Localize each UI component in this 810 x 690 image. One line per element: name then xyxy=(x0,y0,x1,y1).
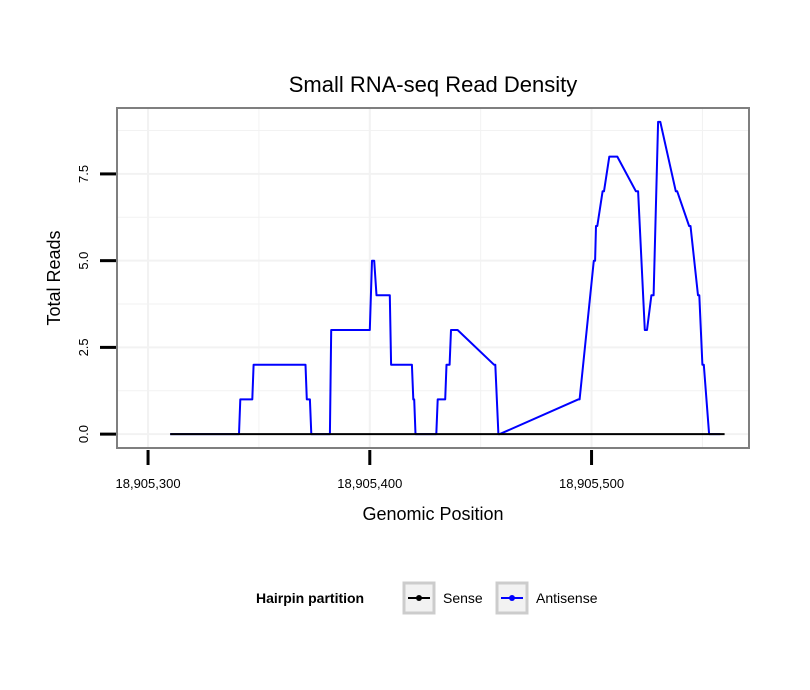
chart-title: Small RNA-seq Read Density xyxy=(289,72,578,97)
legend: Hairpin partition Sense Antisense xyxy=(256,581,598,615)
y-axis: 0.0 2.5 5.0 7.5 xyxy=(76,165,116,443)
x-tick-label: 18,905,300 xyxy=(116,476,181,491)
y-tick-label: 5.0 xyxy=(76,252,91,270)
x-tick-label: 18,905,500 xyxy=(559,476,624,491)
plot-border xyxy=(116,107,750,449)
legend-key-point xyxy=(416,595,422,601)
legend-label-antisense: Antisense xyxy=(536,590,598,606)
y-tick-label: 7.5 xyxy=(76,165,91,183)
y-tick-label: 0.0 xyxy=(76,425,91,443)
legend-key-point xyxy=(509,595,515,601)
y-tick-label: 2.5 xyxy=(76,338,91,356)
legend-title: Hairpin partition xyxy=(256,590,364,606)
legend-label-sense: Sense xyxy=(443,590,483,606)
y-axis-title: Total Reads xyxy=(44,230,64,325)
x-tick-label: 18,905,400 xyxy=(337,476,402,491)
x-axis: 18,905,300 18,905,400 18,905,500 xyxy=(116,450,624,491)
x-axis-title: Genomic Position xyxy=(362,504,503,524)
grid xyxy=(117,108,749,448)
plot-panel xyxy=(117,108,749,448)
series-group xyxy=(170,120,725,436)
